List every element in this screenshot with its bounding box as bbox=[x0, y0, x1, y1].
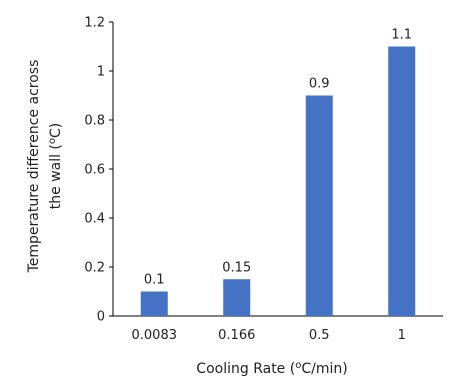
y-tick-label: 0 bbox=[97, 310, 105, 325]
y-tick-label: 1.2 bbox=[84, 16, 105, 31]
x-axis-title-tail: C/min) bbox=[301, 361, 347, 377]
data-label: 0.1 bbox=[144, 273, 165, 288]
x-tick-label: 0.166 bbox=[218, 328, 255, 343]
x-axis-title: Cooling Rate (oC/min) bbox=[196, 360, 347, 378]
y-tick-label: 1 bbox=[97, 65, 105, 80]
data-label: 1.1 bbox=[391, 28, 412, 43]
y-axis-title: Temperature difference across bbox=[26, 60, 42, 274]
y-axis-title-sup: o bbox=[47, 138, 58, 144]
x-axis-title-sup: o bbox=[295, 360, 301, 371]
bar bbox=[223, 279, 251, 316]
x-tick-label: 0.5 bbox=[309, 328, 330, 343]
y-axis-title-tail: C) bbox=[48, 123, 64, 138]
bar bbox=[388, 46, 416, 316]
x-tick-label: 0.0083 bbox=[132, 328, 178, 343]
data-label: 0.15 bbox=[222, 260, 251, 275]
bar bbox=[305, 95, 333, 316]
y-axis-title-line1: Temperature difference across bbox=[26, 60, 42, 274]
y-axis-title-line2: the wall ( bbox=[48, 144, 64, 209]
x-axis-title-text: Cooling Rate ( bbox=[196, 361, 295, 377]
y-axis-title-second: the wall (oC) bbox=[47, 123, 65, 210]
bar bbox=[140, 291, 168, 316]
y-tick-label: 0.8 bbox=[84, 114, 105, 129]
data-label: 0.9 bbox=[309, 77, 330, 92]
y-tick-label: 0.4 bbox=[84, 212, 105, 227]
y-tick-label: 0.6 bbox=[84, 163, 105, 178]
y-tick-label: 0.2 bbox=[84, 261, 105, 276]
plot-area: 0 0.2 0.4 0.6 0.8 1 1.2 0.1 0.0083 0.15 0.166 0.9 0.… bbox=[84, 16, 443, 343]
x-tick-label: 1 bbox=[398, 328, 406, 343]
